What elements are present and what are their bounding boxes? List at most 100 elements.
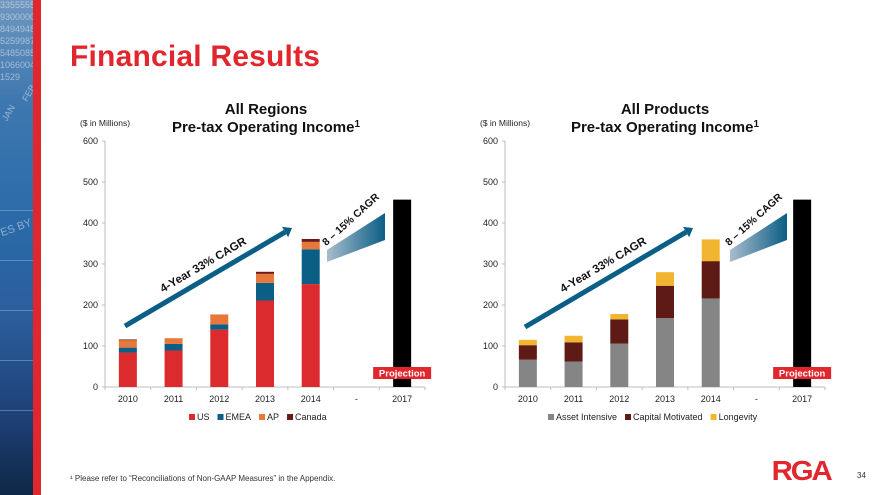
bar-segment-ap <box>256 273 274 283</box>
bar-segment-ap <box>301 241 320 250</box>
chart-title-line2: Pre-tax Operating Income1 <box>571 119 760 136</box>
x-tick-label: 2012 <box>209 394 229 404</box>
side-image-number: 8494948505 <box>0 24 33 34</box>
side-image-number: 5485085004 <box>0 48 33 58</box>
bar-segment-canada <box>301 238 320 242</box>
bar-segment-capital-motivated <box>518 345 537 360</box>
bar-segment-capital-motivated <box>564 342 583 362</box>
x-tick-label: 2013 <box>655 394 675 404</box>
y-tick-label: 200 <box>483 300 498 310</box>
x-tick-label: 2014 <box>701 394 721 404</box>
bar-segment-canada <box>256 271 274 274</box>
side-image-number: 5259987593 <box>0 36 33 46</box>
legend-swatch <box>548 414 554 420</box>
projection-bar <box>793 199 812 387</box>
side-image-number: 9300000000 <box>0 12 33 22</box>
bar-segment-asset-intensive <box>564 361 583 387</box>
projection-label: Projection <box>779 369 826 380</box>
y-tick-label: 0 <box>493 382 498 392</box>
side-image-gridline <box>0 210 33 211</box>
page-number: 34 <box>857 471 866 480</box>
x-tick-label: 2013 <box>255 394 275 404</box>
cagr-arrow-line <box>523 229 688 330</box>
cagr-projection-wedge <box>327 213 385 262</box>
projection-label-box <box>773 367 832 379</box>
legend-label: US <box>197 412 210 422</box>
footnote: ¹ Please refer to “Reconciliations of No… <box>70 474 336 483</box>
y-tick-label: 600 <box>83 136 98 146</box>
legend-label: Capital Motivated <box>633 412 703 422</box>
bar-segment-emea <box>118 347 137 353</box>
side-image-number: 1066004 <box>0 60 33 70</box>
bar-segment-emea <box>256 282 274 301</box>
cagr-projection-wedge <box>730 213 787 262</box>
side-image-number: 3355555555 <box>0 0 33 10</box>
y-tick-label: 100 <box>83 341 98 351</box>
bar-segment-us <box>256 300 274 387</box>
x-tick-label: 2010 <box>118 394 138 404</box>
bar-segment-asset-intensive <box>610 343 629 387</box>
units-label: ($ in Millions) <box>80 118 130 128</box>
bar-segment-us <box>301 284 320 387</box>
side-image-gridline <box>0 260 33 261</box>
red-accent-bar <box>33 0 41 495</box>
bar-segment-asset-intensive <box>518 359 537 387</box>
bar-segment-us <box>118 352 137 387</box>
x-tick-label: 2017 <box>392 394 412 404</box>
cagr-arrow-head <box>282 226 292 238</box>
units-label: ($ in Millions) <box>480 118 530 128</box>
side-image-gridline <box>0 310 33 311</box>
chart-title-line2: Pre-tax Operating Income1 <box>172 119 361 136</box>
bar-segment-capital-motivated <box>701 261 720 299</box>
bar-segment-asset-intensive <box>656 318 674 387</box>
x-tick-label: 2014 <box>301 394 321 404</box>
projection-label-box <box>373 367 432 379</box>
y-tick-label: 300 <box>483 259 498 269</box>
y-tick-label: 500 <box>83 177 98 187</box>
chart-title-line1: All Regions <box>225 101 308 118</box>
legend-label: EMEA <box>226 412 252 422</box>
bar-segment-emea <box>164 343 183 351</box>
x-tick-label: 2017 <box>792 394 812 404</box>
legend-label: Longevity <box>719 412 758 422</box>
legend-swatch <box>189 414 195 420</box>
bar-segment-longevity <box>564 335 583 343</box>
legend-label: Canada <box>295 412 327 422</box>
x-tick-label: 2010 <box>518 394 538 404</box>
bar-segment-longevity <box>518 339 537 346</box>
side-image-gridline <box>0 360 33 361</box>
y-tick-label: 400 <box>83 218 98 228</box>
legend-swatch <box>287 414 294 420</box>
legend-swatch <box>217 414 224 420</box>
x-tick-label: - <box>755 394 758 404</box>
x-tick-label: - <box>355 394 358 404</box>
bar-segment-emea <box>301 249 320 285</box>
bar-segment-emea <box>210 324 229 330</box>
legend-swatch <box>259 414 266 420</box>
legend-swatch <box>710 414 717 420</box>
x-tick-label: 2011 <box>164 394 183 404</box>
bar-segment-longevity <box>656 272 674 286</box>
cagr-arrow-head <box>683 226 693 238</box>
y-tick-label: 600 <box>483 136 498 146</box>
bar-segment-longevity <box>701 239 720 262</box>
bar-segment-longevity <box>610 314 629 320</box>
bar-segment-ap <box>118 340 137 348</box>
bar-segment-ap <box>164 338 183 344</box>
side-image-number: 1529 <box>0 72 21 82</box>
y-tick-label: 400 <box>483 218 498 228</box>
projection-bar <box>393 199 412 387</box>
rga-logo: RGA <box>771 455 833 486</box>
x-tick-label: 2011 <box>564 394 583 404</box>
side-decorative-image: 3355555555 9300000000 8494948505 5259987… <box>0 0 33 495</box>
cagr-historical-label: 4-Year 33% CAGR <box>558 235 649 295</box>
legend-swatch <box>625 414 632 420</box>
legend-label: Asset Intensive <box>556 412 617 422</box>
bar-segment-us <box>164 350 183 387</box>
bar-segment-asset-intensive <box>701 298 720 387</box>
bar-segment-us <box>210 329 229 387</box>
y-tick-label: 300 <box>83 259 98 269</box>
bar-segment-canada <box>118 339 137 341</box>
bar-segment-capital-motivated <box>656 285 674 319</box>
